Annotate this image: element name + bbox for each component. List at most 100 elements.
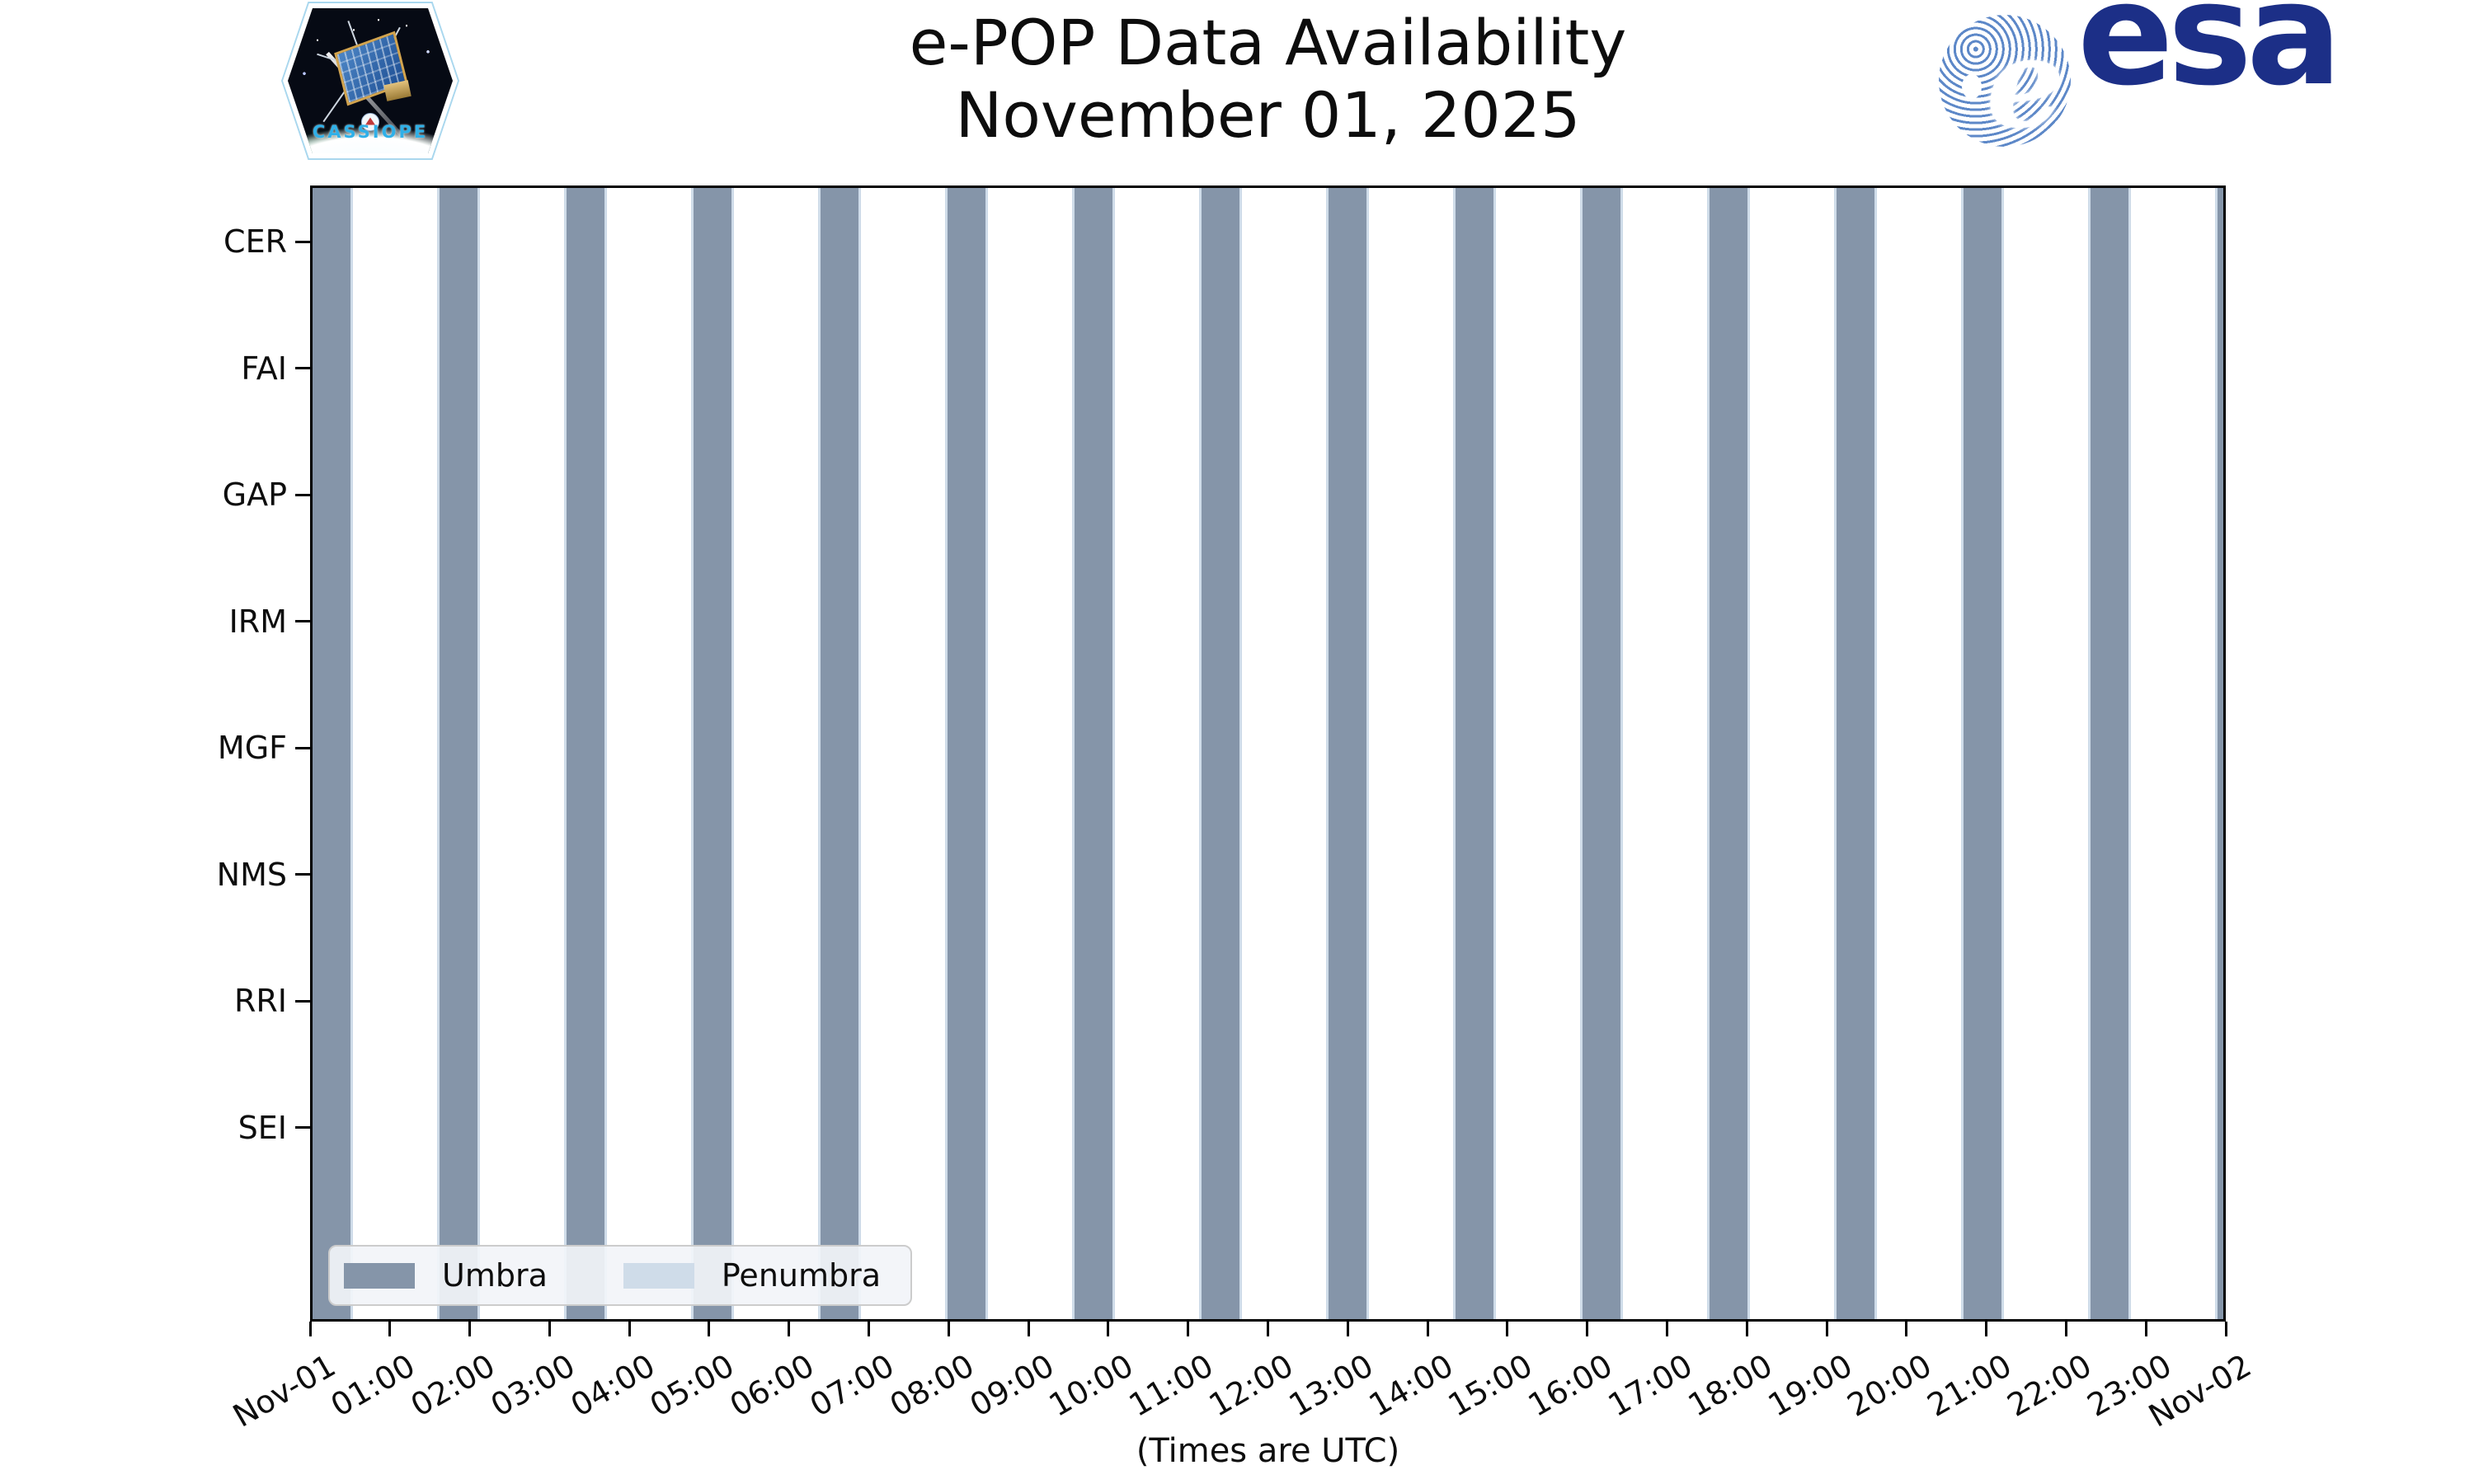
x-tick-mark xyxy=(388,1322,392,1336)
x-tick-mark xyxy=(1267,1322,1269,1336)
x-tick-label: 06:00 xyxy=(723,1347,821,1424)
x-tick-label: 09:00 xyxy=(963,1347,1061,1424)
x-tick-mark xyxy=(708,1322,711,1336)
umbra-band xyxy=(1582,188,1620,1319)
umbra-band xyxy=(566,188,604,1319)
x-tick-label: Nov-01 xyxy=(226,1347,341,1435)
x-tick-mark xyxy=(2064,1322,2067,1336)
x-tick-label: 15:00 xyxy=(1442,1347,1539,1424)
y-tick-mark xyxy=(295,873,310,876)
x-tick-mark xyxy=(947,1322,950,1336)
umbra-band xyxy=(1709,188,1747,1319)
x-tick-label: 04:00 xyxy=(564,1347,661,1424)
x-tick-label: 21:00 xyxy=(1921,1347,2018,1424)
y-tick-mark xyxy=(295,1126,310,1129)
umbra-band xyxy=(2090,188,2128,1319)
plot-area: Umbra Penumbra xyxy=(310,186,2226,1322)
x-tick-mark xyxy=(308,1322,312,1336)
esa-logo: e esa xyxy=(1939,0,2384,152)
x-tick-label: 17:00 xyxy=(1602,1347,1699,1424)
x-tick-mark xyxy=(2144,1322,2147,1336)
patch-scene: CASSIOPE xyxy=(288,8,453,153)
y-tick-mark xyxy=(295,620,310,623)
chart-title-block: e-POP Data Availability November 01, 202… xyxy=(310,7,2226,152)
x-tick-label: 22:00 xyxy=(2001,1347,2098,1424)
y-tick-label-fai: FAI xyxy=(241,350,287,387)
y-tick-label-irm: IRM xyxy=(228,603,287,640)
umbra-band xyxy=(439,188,477,1319)
x-tick-mark xyxy=(1586,1322,1589,1336)
x-tick-label: 08:00 xyxy=(883,1347,981,1424)
y-tick-mark xyxy=(295,240,310,243)
esa-wordmark: esa xyxy=(2077,0,2342,117)
x-tick-mark xyxy=(1745,1322,1748,1336)
csa-mark xyxy=(365,117,375,125)
x-tick-mark xyxy=(628,1322,631,1336)
umbra-band xyxy=(820,188,858,1319)
x-tick-mark xyxy=(2224,1322,2227,1336)
x-tick-mark xyxy=(1027,1322,1030,1336)
x-tick-mark xyxy=(1985,1322,1988,1336)
x-tick-label: 01:00 xyxy=(324,1347,421,1424)
y-tick-mark xyxy=(295,367,310,370)
x-tick-mark xyxy=(1187,1322,1190,1336)
x-tick-mark xyxy=(468,1322,472,1336)
y-tick-label-cer: CER xyxy=(223,223,287,260)
esa-globe-icon: e xyxy=(1939,15,2071,147)
legend-label-penumbra: Penumbra xyxy=(721,1257,882,1294)
x-tick-mark xyxy=(1825,1322,1828,1336)
x-tick-label: 16:00 xyxy=(1522,1347,1619,1424)
x-tick-label: 14:00 xyxy=(1362,1347,1460,1424)
umbra-band xyxy=(1963,188,2001,1319)
x-tick-mark xyxy=(1506,1322,1509,1336)
legend-swatch-penumbra xyxy=(623,1262,694,1289)
umbra-band xyxy=(1074,188,1112,1319)
x-tick-label: 07:00 xyxy=(803,1347,901,1424)
chart-subtitle-date: November 01, 2025 xyxy=(955,78,1581,152)
umbra-band xyxy=(1836,188,1874,1319)
umbra-band xyxy=(693,188,731,1319)
x-tick-label: 18:00 xyxy=(1681,1347,1779,1424)
y-tick-mark xyxy=(295,999,310,1003)
umbra-band xyxy=(947,188,985,1319)
x-tick-label: 20:00 xyxy=(1841,1347,1938,1424)
umbra-band xyxy=(1328,188,1366,1319)
umbra-band xyxy=(2217,188,2223,1319)
legend-swatch-umbra xyxy=(344,1262,415,1289)
y-tick-label-gap: GAP xyxy=(222,477,287,514)
chart-title: e-POP Data Availability xyxy=(909,6,1627,79)
umbra-band xyxy=(313,188,350,1319)
x-tick-mark xyxy=(1665,1322,1668,1336)
legend-label-umbra: Umbra xyxy=(442,1257,548,1294)
x-tick-mark xyxy=(1346,1322,1349,1336)
x-tick-mark xyxy=(1905,1322,1908,1336)
x-tick-label: 11:00 xyxy=(1122,1347,1220,1424)
x-tick-label: 05:00 xyxy=(644,1347,741,1424)
x-tick-label: 02:00 xyxy=(404,1347,501,1424)
y-tick-label-nms: NMS xyxy=(216,856,287,893)
y-tick-label-rri: RRI xyxy=(233,983,287,1020)
x-tick-label: 03:00 xyxy=(484,1347,581,1424)
y-tick-mark xyxy=(295,746,310,749)
x-tick-mark xyxy=(1426,1322,1429,1336)
x-tick-label: 19:00 xyxy=(1761,1347,1859,1424)
x-tick-mark xyxy=(868,1322,871,1336)
cassiope-patch-label: CASSIOPE xyxy=(312,122,429,142)
x-tick-mark xyxy=(1107,1322,1110,1336)
legend: Umbra Penumbra xyxy=(328,1245,912,1306)
esa-globe-dot xyxy=(1962,74,1982,99)
eclipse-bands xyxy=(313,188,2223,1319)
x-axis-label: (Times are UTC) xyxy=(1136,1432,1400,1470)
y-tick-label-mgf: MGF xyxy=(217,730,287,767)
x-tick-label: 10:00 xyxy=(1043,1347,1140,1424)
csa-roundel-icon xyxy=(361,112,379,131)
umbra-band xyxy=(1201,188,1239,1319)
y-tick-label-sei: SEI xyxy=(238,1109,287,1146)
umbra-band xyxy=(1455,188,1493,1319)
esa-globe-letter: e xyxy=(1986,15,2065,147)
y-tick-mark xyxy=(295,493,310,496)
x-tick-mark xyxy=(788,1322,791,1336)
x-tick-label: 13:00 xyxy=(1282,1347,1380,1424)
x-tick-label: 12:00 xyxy=(1202,1347,1300,1424)
